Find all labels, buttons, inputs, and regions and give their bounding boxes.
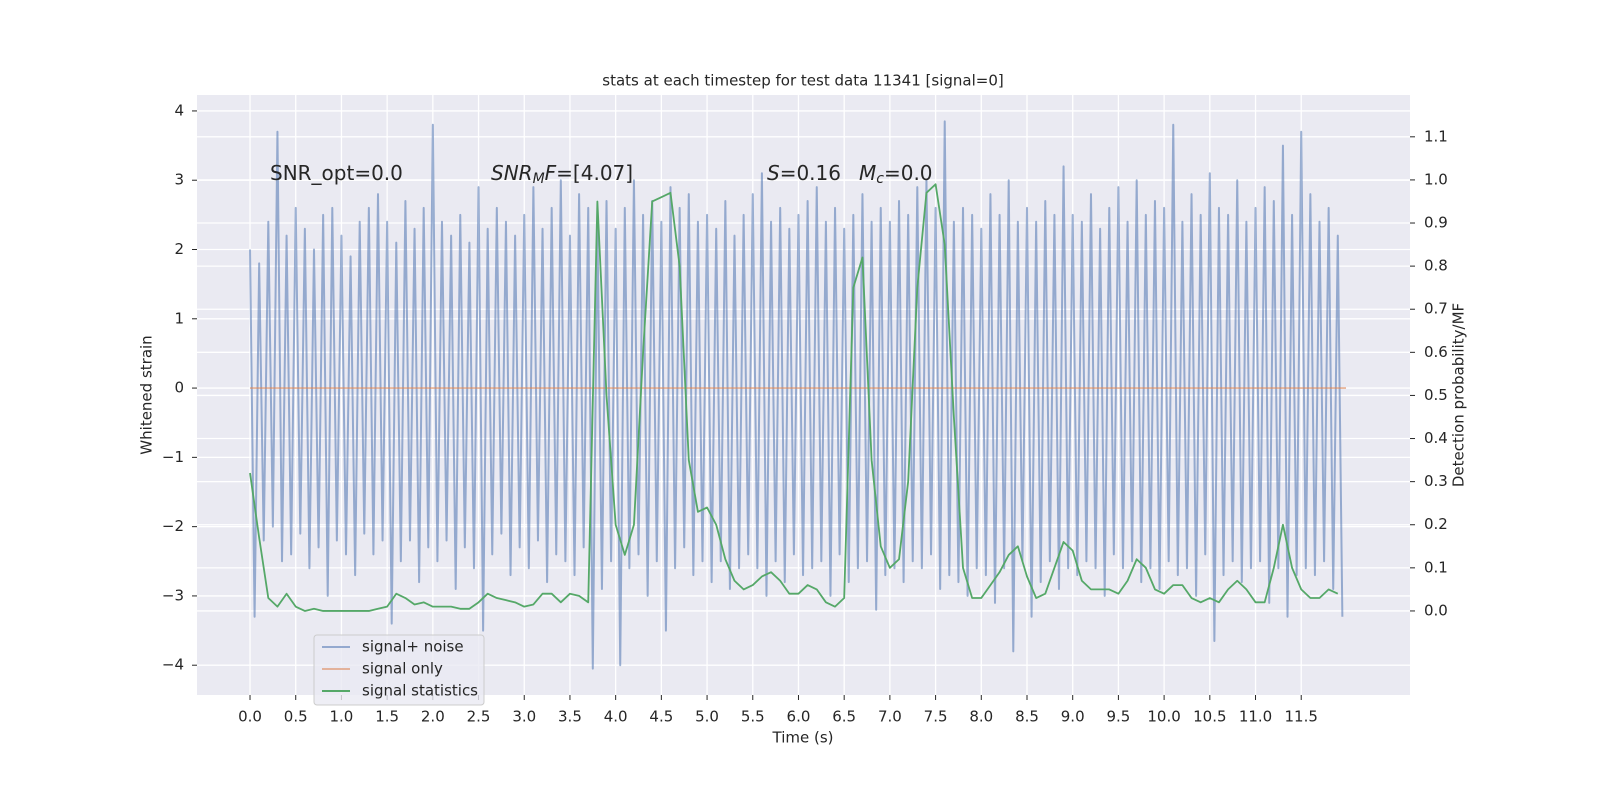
x-tick-label: 11.0 — [1239, 708, 1272, 726]
legend-box — [313, 634, 485, 706]
x-tick-label: 8.5 — [1015, 708, 1039, 726]
y2-tick-label: 0.3 — [1424, 472, 1448, 490]
x-tick-label: 9.5 — [1106, 708, 1130, 726]
x-tick-label: 3.5 — [558, 708, 582, 726]
x-tick-label: 6.0 — [787, 708, 811, 726]
x-tick-label: 10.0 — [1147, 708, 1180, 726]
annotation-part: M — [533, 171, 545, 187]
legend-label: signal statistics — [362, 682, 478, 700]
annotations: SNR_opt=0.0 SNRMF=[4.07] S=0.16 Mc=0.0 — [270, 161, 933, 188]
x-tick-label: 4.0 — [604, 708, 628, 726]
y-axis-label: Whitened strain — [138, 335, 156, 454]
series-line — [249, 183, 1339, 612]
y2-tick-label: 0.1 — [1424, 558, 1448, 576]
y2-tick-label: 0.0 — [1424, 601, 1448, 619]
annotation-part: =[4.07] — [556, 161, 633, 185]
x-tick-label: 6.5 — [832, 708, 856, 726]
chart-title: stats at each timestep for test data 113… — [602, 72, 1003, 90]
ticks: 0.0 0.5 1.0 1.5 2.0 2.5 3.0 3.5 4.0 4.5 5.0 5.5 6.0 6… — [162, 101, 1448, 725]
annotation-part: c — [876, 171, 884, 187]
y-tick-label: 1 — [174, 309, 184, 327]
y-tick-label: 2 — [174, 240, 184, 258]
annotation-part: F — [545, 161, 557, 185]
y-tick-label: 4 — [174, 101, 184, 119]
x-tick-label: 1.0 — [329, 708, 353, 726]
annotation-part: =0.0 — [884, 161, 933, 185]
y-tick-label: −1 — [162, 448, 184, 466]
y2-tick-label: 0.7 — [1424, 300, 1448, 318]
y-tick-label: −2 — [162, 517, 184, 535]
y-tick-label: 3 — [174, 171, 184, 189]
annotation-part: S — [767, 161, 780, 185]
annotation: SNRMF=[4.07] — [491, 161, 633, 188]
legend: signal+ noise signal only signal statistic… — [313, 634, 485, 706]
y2-tick-label: 1.0 — [1424, 170, 1448, 188]
x-tick-label: 0.0 — [238, 708, 262, 726]
y-tick-label: −4 — [162, 656, 184, 674]
legend-label: signal+ noise — [362, 638, 464, 656]
x-tick-label: 0.5 — [284, 708, 308, 726]
plot-marks — [249, 120, 1347, 670]
x-tick-label: 7.0 — [878, 708, 902, 726]
x-tick-label: 9.0 — [1061, 708, 1085, 726]
annotation: Mc=0.0 — [859, 161, 933, 188]
y2-axis-label: Detection probability/MF — [1450, 303, 1468, 487]
x-tick-label: 3.0 — [512, 708, 536, 726]
legend-label: signal only — [362, 660, 443, 678]
y2-tick-label: 0.4 — [1424, 429, 1448, 447]
y-tick-label: 0 — [174, 379, 184, 397]
y-tick-label: −3 — [162, 586, 184, 604]
x-tick-label: 5.0 — [695, 708, 719, 726]
y2-tick-label: 0.5 — [1424, 386, 1448, 404]
y2-tick-label: 0.9 — [1424, 214, 1448, 232]
x-tick-label: 2.0 — [421, 708, 445, 726]
x-tick-label: 2.5 — [467, 708, 491, 726]
x-tick-label: 5.5 — [741, 708, 765, 726]
x-tick-label: 11.5 — [1285, 708, 1318, 726]
x-axis-label: Time (s) — [772, 729, 834, 747]
annotation-part: =0.16 — [780, 161, 841, 185]
y2-tick-label: 1.1 — [1424, 127, 1448, 145]
annotation: SNR_opt=0.0 — [270, 161, 403, 185]
y2-tick-label: 0.2 — [1424, 515, 1448, 533]
y2-tick-label: 0.6 — [1424, 343, 1448, 361]
x-tick-label: 8.0 — [969, 708, 993, 726]
series-line — [249, 120, 1344, 670]
x-tick-label: 10.5 — [1193, 708, 1226, 726]
annotation-part: SNR — [491, 161, 533, 185]
annotation-part: M — [859, 161, 876, 185]
annotation: S=0.16 — [767, 161, 841, 185]
x-tick-label: 1.5 — [375, 708, 399, 726]
annotation-part: SNR_opt=0.0 — [270, 161, 403, 185]
x-tick-label: 4.5 — [649, 708, 673, 726]
y2-tick-label: 0.8 — [1424, 257, 1448, 275]
x-tick-label: 7.5 — [924, 708, 948, 726]
